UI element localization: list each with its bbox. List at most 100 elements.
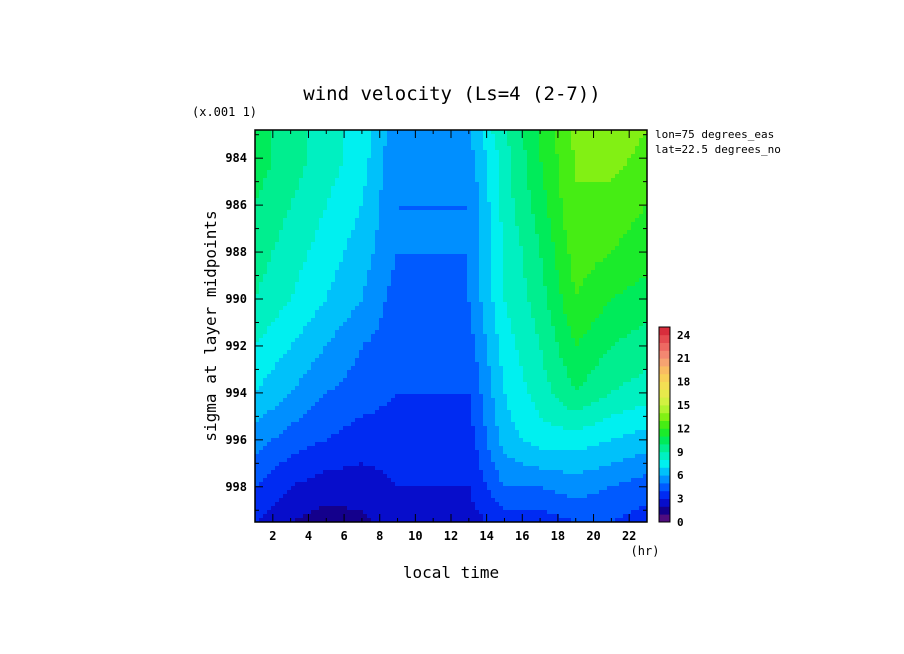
heatmap-cell — [587, 210, 592, 215]
heatmap-cell — [635, 214, 640, 219]
heatmap-cell — [255, 270, 260, 275]
heatmap-cell — [347, 314, 352, 319]
heatmap-cell — [431, 234, 436, 239]
heatmap-cell — [335, 130, 340, 135]
heatmap-cell — [263, 142, 268, 147]
heatmap-cell — [455, 138, 460, 143]
heatmap-cell — [507, 286, 512, 291]
heatmap-cell — [631, 170, 636, 175]
heatmap-cell — [291, 326, 296, 331]
heatmap-cell — [351, 282, 356, 287]
heatmap-cell — [623, 326, 628, 331]
heatmap-cell — [419, 314, 424, 319]
heatmap-cell — [315, 258, 320, 263]
heatmap-cell — [355, 158, 360, 163]
heatmap-cell — [267, 170, 272, 175]
heatmap-cell — [495, 298, 500, 303]
heatmap-cell — [395, 274, 400, 279]
heatmap-cell — [495, 206, 500, 211]
heatmap-cell — [323, 202, 328, 207]
heatmap-cell — [559, 322, 564, 327]
heatmap-cell — [403, 318, 408, 323]
heatmap-cell — [363, 258, 368, 263]
heatmap-cell — [455, 310, 460, 315]
heatmap-cell — [607, 238, 612, 243]
heatmap-cell — [399, 186, 404, 191]
heatmap-cell — [371, 266, 376, 271]
heatmap-cell — [419, 270, 424, 275]
heatmap-cell — [263, 254, 268, 259]
heatmap-cell — [475, 182, 480, 187]
heatmap-cell — [299, 202, 304, 207]
heatmap-cell — [363, 170, 368, 175]
heatmap-cell — [435, 178, 440, 183]
heatmap-cell — [327, 306, 332, 311]
heatmap-cell — [543, 250, 548, 255]
heatmap-cell — [475, 142, 480, 147]
heatmap-cell — [271, 162, 276, 167]
heatmap-cell — [407, 234, 412, 239]
heatmap-cell — [519, 218, 524, 223]
heatmap-cell — [451, 214, 456, 219]
heatmap-cell — [635, 158, 640, 163]
heatmap-cell — [595, 278, 600, 283]
heatmap-cell — [555, 286, 560, 291]
heatmap-cell — [471, 266, 476, 271]
heatmap-cell — [415, 258, 420, 263]
heatmap-cell — [611, 170, 616, 175]
heatmap-cell — [575, 158, 580, 163]
heatmap-cell — [599, 230, 604, 235]
heatmap-cell — [527, 242, 532, 247]
heatmap-cell — [471, 134, 476, 139]
heatmap-cell — [579, 182, 584, 187]
heatmap-cell — [527, 326, 532, 331]
heatmap-cell — [511, 198, 516, 203]
heatmap-cell — [531, 130, 536, 135]
heatmap-cell — [643, 182, 647, 187]
heatmap-cell — [507, 310, 512, 315]
heatmap-cell — [563, 326, 568, 331]
heatmap-cell — [339, 266, 344, 271]
heatmap-cell — [319, 270, 324, 275]
heatmap-cell — [443, 222, 448, 227]
heatmap-cell — [563, 294, 568, 299]
heatmap-cell — [431, 290, 436, 295]
heatmap-cell — [351, 246, 356, 251]
heatmap-cell — [631, 182, 636, 187]
heatmap-cell — [551, 154, 556, 159]
heatmap-cell — [627, 278, 632, 283]
heatmap-cell — [259, 262, 264, 267]
heatmap-cell — [295, 318, 300, 323]
heatmap-cell — [587, 166, 592, 171]
heatmap-cell — [543, 246, 548, 251]
heatmap-cell — [555, 254, 560, 259]
heatmap-cell — [567, 218, 572, 223]
heatmap-cell — [431, 286, 436, 291]
heatmap-cell — [591, 202, 596, 207]
heatmap-cell — [447, 246, 452, 251]
heatmap-cell — [607, 234, 612, 239]
heatmap-cell — [623, 190, 628, 195]
heatmap-cell — [375, 218, 380, 223]
heatmap-cell — [339, 142, 344, 147]
heatmap-cell — [263, 294, 268, 299]
heatmap-cell — [611, 330, 616, 335]
heatmap-cell — [275, 134, 280, 139]
heatmap-cell — [639, 226, 644, 231]
heatmap-cell — [543, 286, 548, 291]
heatmap-cell — [547, 262, 552, 267]
heatmap-cell — [323, 194, 328, 199]
heatmap-cell — [491, 134, 496, 139]
heatmap-cell — [411, 226, 416, 231]
heatmap-cell — [615, 326, 620, 331]
heatmap-cell — [463, 254, 468, 259]
heatmap-cell — [255, 314, 260, 319]
heatmap-cell — [567, 162, 572, 167]
heatmap-cell — [527, 258, 532, 263]
heatmap-cell — [459, 254, 464, 259]
heatmap-cell — [495, 246, 500, 251]
heatmap-cell — [307, 270, 312, 275]
heatmap-cell — [511, 246, 516, 251]
heatmap-cell — [407, 326, 412, 331]
heatmap-cell — [495, 182, 500, 187]
